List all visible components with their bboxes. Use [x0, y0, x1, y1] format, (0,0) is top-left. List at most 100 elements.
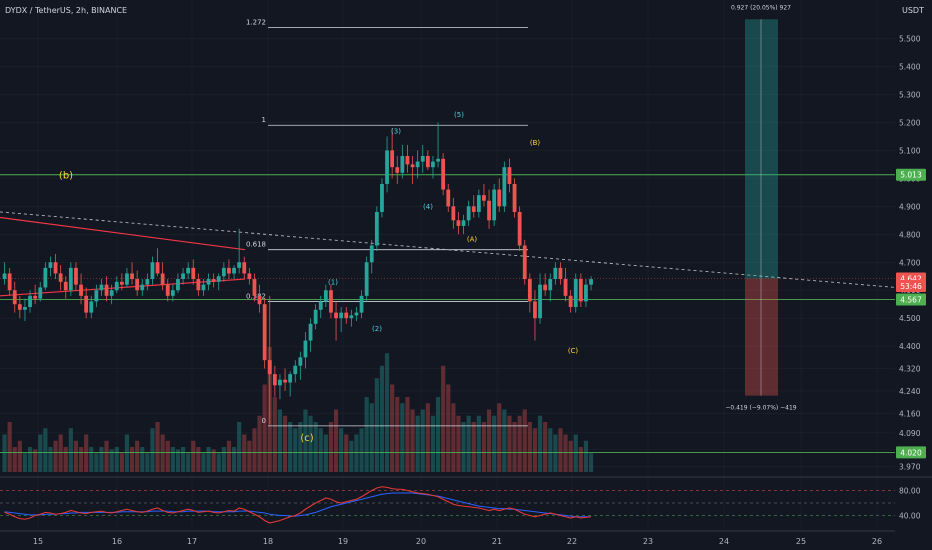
volume-bar [364, 397, 369, 472]
candle-body [558, 267, 563, 280]
volume-bar [170, 447, 175, 472]
candle-body [165, 284, 170, 296]
volume-bar [486, 409, 492, 472]
candle-body [410, 164, 415, 168]
volume-bar [318, 428, 323, 472]
volume-bar [145, 453, 150, 472]
candle-body [298, 357, 303, 366]
fib-level-label: 0 [262, 417, 266, 425]
candle-body [125, 273, 129, 285]
candle-body [487, 200, 491, 221]
candle-body [257, 295, 262, 305]
candle-body [242, 262, 247, 274]
candle-body [170, 290, 175, 296]
volume-bar [400, 403, 405, 472]
candle-body [451, 206, 456, 221]
volume-bar [231, 447, 237, 472]
candle-body [221, 267, 226, 277]
price-tag-label: 4.567 [900, 295, 922, 304]
volume-bar [405, 397, 410, 472]
time-tick-label: 23 [643, 537, 653, 546]
candle-body [431, 161, 435, 168]
time-tick-label: 17 [187, 537, 197, 546]
volume-bar [588, 453, 594, 472]
candle-body [543, 284, 548, 291]
wave-label: (4) [423, 203, 433, 211]
candle-body [461, 220, 466, 226]
candle-body [278, 379, 282, 386]
volume-bar [135, 440, 140, 472]
candle-body [181, 273, 185, 280]
volume-bar [27, 447, 33, 472]
volume-bar [226, 440, 232, 472]
price-tag-label: 4.642 [900, 274, 922, 283]
candle-body [456, 220, 461, 226]
candle-body [584, 284, 588, 302]
candle-body [206, 279, 211, 285]
price-axis[interactable]: 5.5005.4005.3005.2005.1005.0004.9004.800… [896, 35, 926, 472]
price-tick-label: 4.900 [899, 202, 921, 211]
candle-body [441, 158, 446, 190]
wave-label: (5) [454, 111, 464, 119]
candle-body [344, 312, 349, 319]
volume-bar [94, 453, 99, 472]
volume-bar [242, 434, 247, 472]
volume-bar [303, 409, 308, 472]
volume-bar [553, 434, 558, 472]
candle-body [415, 161, 420, 168]
price-tick-label: 4.800 [899, 230, 921, 239]
candle-body [380, 183, 384, 212]
volume-bar [333, 409, 339, 472]
price-tag [896, 280, 926, 293]
candle-body [7, 273, 12, 291]
time-tick-label: 26 [872, 537, 882, 546]
volume-bar [349, 440, 354, 472]
volume-bar [583, 440, 589, 472]
candle-body [502, 167, 507, 207]
candle-body [492, 189, 497, 221]
volume-bar [257, 415, 262, 472]
candle-body [17, 304, 22, 310]
candle-body [497, 189, 502, 207]
volume-bar [476, 415, 481, 472]
fibonacci-retracement[interactable]: 1.272 1 0.618 0.382 0 [246, 18, 528, 427]
candle-body [339, 312, 344, 319]
horizontal-levels [0, 174, 895, 453]
price-tag [896, 293, 926, 306]
volume-bar [63, 447, 68, 472]
volume-bar [379, 365, 385, 472]
volume-bar [548, 428, 553, 472]
fib-level-label: 0.382 [246, 292, 266, 300]
volume-bar [507, 415, 512, 472]
volume-bar [374, 378, 379, 472]
candle-body [43, 267, 48, 288]
time-tick-label: 18 [263, 537, 273, 546]
volume-bar [522, 409, 527, 472]
stop-zone [745, 278, 778, 396]
candle-body [74, 267, 78, 285]
volume-bar [150, 428, 155, 472]
candlestick-series [2, 122, 593, 425]
grid-lines [0, 0, 895, 530]
volume-bar [48, 447, 53, 472]
candle-body [79, 284, 83, 296]
price-tag [896, 168, 926, 181]
candle-body [135, 279, 140, 291]
volume-bar [140, 447, 145, 472]
candle-body [548, 279, 553, 291]
time-axis[interactable]: 15 16 17 18 19 20 21 22 23 24 25 26 [0, 530, 895, 546]
long-position-tool[interactable]: 0.927 (20.05%) 927 −0.419 (−9.07%) −419 [725, 4, 796, 411]
candle-body [405, 156, 410, 165]
price-tag-label: 53:46 [900, 282, 922, 291]
time-tick-label: 25 [796, 537, 806, 546]
candle-body [385, 150, 389, 184]
price-tick-label: 4.400 [899, 342, 921, 351]
volume-bar [104, 440, 109, 472]
volume-bar [573, 434, 578, 472]
volume-bar [537, 415, 543, 472]
volume-bar [293, 428, 298, 472]
candle-body [446, 189, 451, 207]
time-tick-label: 20 [416, 537, 426, 546]
